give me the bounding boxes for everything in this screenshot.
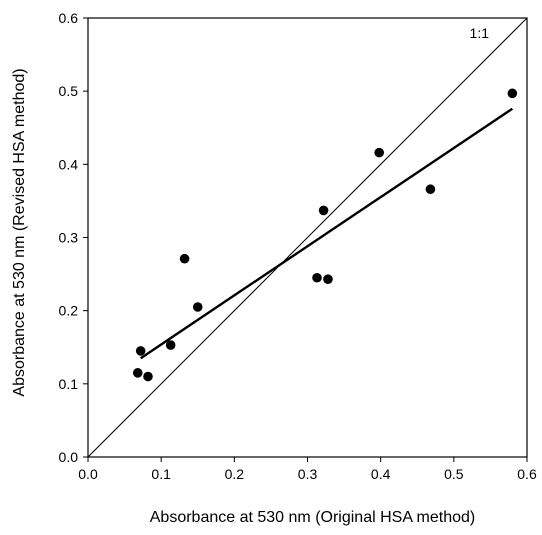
- regression-line-group: [140, 107, 514, 360]
- y-axis-label: Absorbance at 530 nm (Revised HSA method…: [11, 68, 28, 396]
- y-tick-label: 0.6: [59, 10, 79, 26]
- data-point: [192, 302, 203, 312]
- reference-line-1to1: [87, 17, 528, 458]
- regression-line: [140, 107, 514, 360]
- data-point: [165, 340, 176, 350]
- x-axis-label: Absorbance at 530 nm (Original HSA metho…: [150, 509, 476, 526]
- x-tick-label: 0.2: [225, 466, 245, 482]
- y-tick-label: 0.2: [59, 303, 79, 319]
- data-point: [318, 205, 329, 216]
- x-tick-label: 0.0: [78, 466, 98, 482]
- data-point: [425, 184, 436, 195]
- data-point: [132, 368, 143, 378]
- data-point: [312, 272, 322, 283]
- y-tick-label: 0.0: [59, 449, 79, 465]
- x-tick-label: 0.6: [517, 466, 537, 482]
- data-point: [135, 346, 146, 356]
- x-tick-label: 0.4: [371, 466, 391, 482]
- data-point: [323, 274, 333, 285]
- reference-line-group: [87, 17, 528, 458]
- reference-line-label: 1:1: [470, 25, 490, 41]
- y-tick-label: 0.3: [59, 230, 79, 246]
- data-point: [507, 88, 518, 99]
- x-axis-ticks: 0.0 0.1 0.2 0.3 0.4 0.5 0.6: [78, 457, 537, 482]
- data-point: [143, 371, 153, 382]
- data-points-group: [132, 88, 518, 382]
- data-point: [374, 147, 385, 158]
- y-tick-label: 0.5: [59, 83, 79, 99]
- y-tick-label: 0.4: [59, 156, 79, 172]
- x-tick-label: 0.1: [151, 466, 171, 482]
- data-point: [179, 253, 190, 264]
- x-tick-label: 0.5: [444, 466, 464, 482]
- y-tick-label: 0.1: [59, 376, 79, 392]
- x-tick-label: 0.3: [298, 466, 318, 482]
- y-axis-ticks: 0.0 0.1 0.2 0.3 0.4 0.5 0.6: [59, 10, 88, 465]
